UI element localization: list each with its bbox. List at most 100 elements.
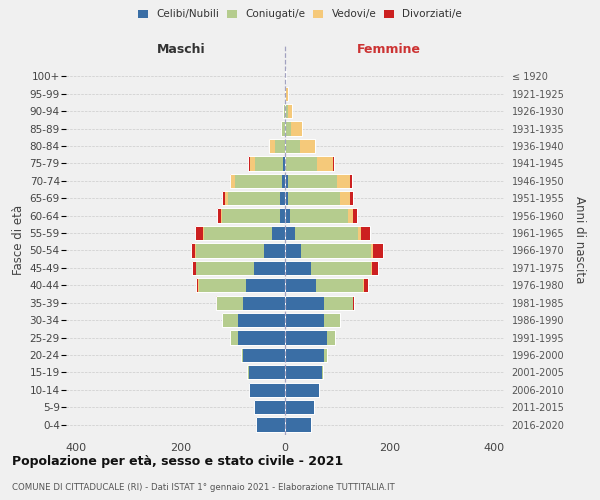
Bar xyxy=(230,330,238,344)
Bar xyxy=(264,244,285,258)
Bar xyxy=(196,226,203,240)
Bar xyxy=(256,418,285,432)
Bar xyxy=(299,139,315,153)
Bar xyxy=(285,260,311,275)
Bar xyxy=(283,156,285,170)
Bar xyxy=(316,278,363,292)
Bar xyxy=(254,260,285,275)
Bar xyxy=(285,296,324,310)
Bar xyxy=(230,330,285,344)
Bar xyxy=(361,226,370,240)
Bar xyxy=(204,226,272,240)
Bar xyxy=(191,244,196,258)
Bar xyxy=(223,208,280,223)
Bar xyxy=(199,278,246,292)
Bar xyxy=(350,174,352,188)
Bar xyxy=(191,244,285,258)
Bar xyxy=(285,400,314,414)
Bar xyxy=(223,191,225,206)
Bar xyxy=(285,156,334,170)
Bar xyxy=(248,156,285,170)
Bar xyxy=(250,156,255,170)
Bar xyxy=(301,244,371,258)
Bar xyxy=(217,208,221,223)
Bar xyxy=(371,260,372,275)
Bar xyxy=(287,174,337,188)
Bar xyxy=(327,330,335,344)
Bar xyxy=(246,278,285,292)
Bar xyxy=(285,86,286,101)
Bar xyxy=(196,244,264,258)
Bar xyxy=(285,330,327,344)
Bar xyxy=(285,191,287,206)
Bar xyxy=(281,122,283,136)
Bar xyxy=(317,156,333,170)
Bar xyxy=(285,139,299,153)
Bar xyxy=(254,400,285,414)
Bar xyxy=(285,418,311,432)
Bar xyxy=(285,260,379,275)
Bar xyxy=(196,278,199,292)
Bar xyxy=(196,226,285,240)
Bar xyxy=(285,278,368,292)
Bar xyxy=(283,174,285,188)
Bar xyxy=(269,139,285,153)
Bar xyxy=(373,244,383,258)
Bar xyxy=(364,278,368,292)
Bar xyxy=(280,208,285,223)
Bar xyxy=(248,365,285,380)
Bar xyxy=(333,156,334,170)
Bar xyxy=(286,86,287,101)
Bar xyxy=(241,348,243,362)
Bar xyxy=(235,174,283,188)
Bar xyxy=(248,156,250,170)
Bar xyxy=(255,156,283,170)
Bar xyxy=(283,104,285,118)
Bar xyxy=(290,208,347,223)
Bar xyxy=(284,104,285,118)
Bar xyxy=(322,365,323,380)
Bar xyxy=(280,191,285,206)
Bar xyxy=(285,365,322,380)
Bar xyxy=(285,226,370,240)
Bar xyxy=(285,191,353,206)
Bar xyxy=(285,226,295,240)
Bar xyxy=(285,313,324,327)
Bar xyxy=(281,122,285,136)
Bar xyxy=(285,382,319,397)
Bar xyxy=(372,260,379,275)
Bar xyxy=(353,296,355,310)
Bar xyxy=(241,348,285,362)
Bar xyxy=(324,348,327,362)
Legend: Celibi/Nubili, Coniugati/e, Vedovi/e, Divorziati/e: Celibi/Nubili, Coniugati/e, Vedovi/e, Di… xyxy=(134,5,466,24)
Bar xyxy=(256,418,285,432)
Text: COMUNE DI CITTADUCALE (RI) - Dati ISTAT 1° gennaio 2021 - Elaborazione TUTTITALI: COMUNE DI CITTADUCALE (RI) - Dati ISTAT … xyxy=(12,482,395,492)
Bar xyxy=(191,260,285,275)
Bar xyxy=(283,122,285,136)
Bar xyxy=(285,208,357,223)
Bar xyxy=(216,296,285,310)
Bar xyxy=(285,208,290,223)
Bar xyxy=(340,191,350,206)
Bar xyxy=(248,382,285,397)
Bar xyxy=(191,260,196,275)
Bar xyxy=(285,365,323,380)
Y-axis label: Anni di nascita: Anni di nascita xyxy=(573,196,586,284)
Bar xyxy=(230,174,285,188)
Bar xyxy=(285,418,311,432)
Bar xyxy=(247,365,248,380)
Bar xyxy=(216,296,217,310)
Bar xyxy=(285,296,355,310)
Bar xyxy=(285,122,302,136)
Bar xyxy=(285,122,291,136)
Bar xyxy=(285,104,287,118)
Bar xyxy=(243,296,285,310)
Bar xyxy=(238,313,285,327)
Bar xyxy=(222,313,285,327)
Bar xyxy=(285,244,301,258)
Text: Femmine: Femmine xyxy=(357,43,421,56)
Bar xyxy=(285,348,327,362)
Bar xyxy=(285,156,286,170)
Bar xyxy=(238,330,285,344)
Bar xyxy=(230,174,231,188)
